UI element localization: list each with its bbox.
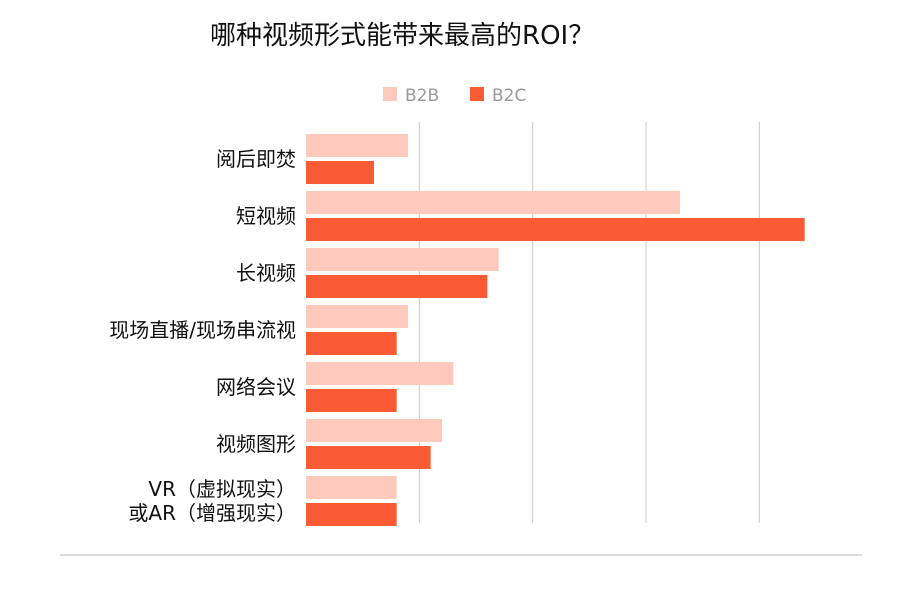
gridlines <box>418 122 760 523</box>
bar-b2b-3 <box>306 248 499 271</box>
bar-b2c-6 <box>306 446 431 469</box>
category-label-1: 阅后即焚 <box>216 147 296 171</box>
bar-b2c-5 <box>306 389 397 412</box>
bars <box>306 134 805 526</box>
bar-b2c-3 <box>306 275 488 298</box>
category-label-7-line-2: 或AR（增强现实） <box>128 501 296 525</box>
legend-swatch-b2b <box>383 87 397 101</box>
bar-b2c-2 <box>306 218 805 241</box>
bar-b2c-4 <box>306 332 397 355</box>
bar-b2b-2 <box>306 191 680 214</box>
chart-title: 哪种视频形式能带来最高的ROI？ <box>210 21 594 51</box>
legend-swatch-b2c <box>470 87 484 101</box>
bar-b2b-4 <box>306 305 408 328</box>
bar-b2c-7 <box>306 503 397 526</box>
category-label-3: 长视频 <box>236 261 296 285</box>
legend-label-b2c: B2C <box>492 86 526 106</box>
category-label-5: 网络会议 <box>216 375 296 399</box>
legend-label-b2b: B2B <box>405 86 439 106</box>
category-label-6: 视频图形 <box>216 432 296 456</box>
bar-b2b-1 <box>306 134 408 157</box>
legend: B2B B2C <box>383 86 526 106</box>
category-label-7-line-1: VR（虚拟现实） <box>148 477 296 501</box>
bar-b2c-1 <box>306 161 374 184</box>
category-label-4: 现场直播/现场串流视 <box>109 318 296 342</box>
category-label-2: 短视频 <box>236 204 296 228</box>
bar-b2b-5 <box>306 362 454 385</box>
bar-b2b-7 <box>306 476 397 499</box>
bar-b2b-6 <box>306 419 442 442</box>
